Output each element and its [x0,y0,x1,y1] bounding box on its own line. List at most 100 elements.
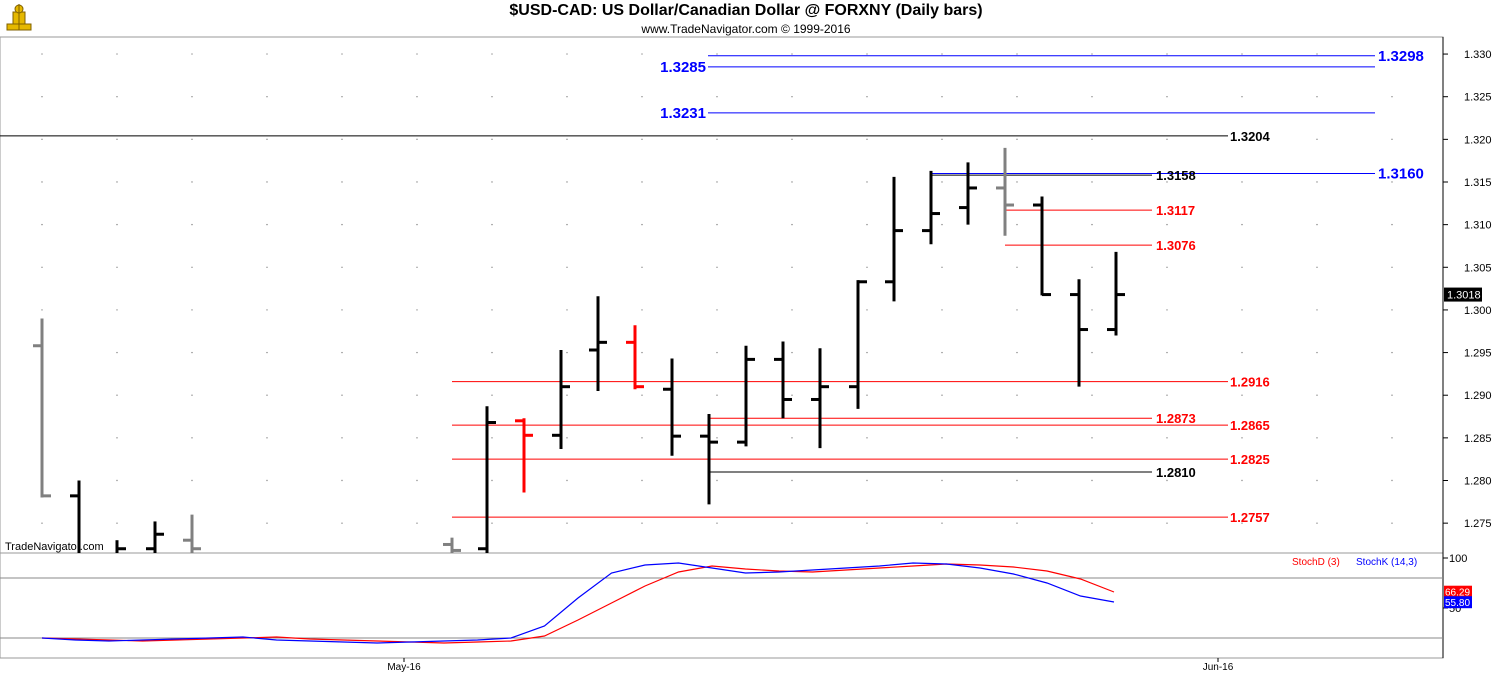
ohlc-bar [996,147,1014,236]
grid-dot [1316,223,1318,226]
grid-dot [491,53,493,55]
level-label: 1.3204 [1230,129,1271,144]
chart-subtitle: www.TradeNavigator.com © 1999-2016 [641,22,851,36]
ohlc-bar [589,296,607,391]
grid-dot [416,479,418,482]
grid-dot [1091,394,1093,396]
grid-dot [1166,394,1168,396]
grid-dot [1091,522,1093,524]
level-label: 1.3231 [660,105,706,122]
legend-stochk: StochK (14,3) [1356,557,1417,568]
grid-dot [416,437,418,439]
grid-dot [1091,309,1093,311]
grid-dot [941,479,943,482]
grid-dot [1241,138,1243,141]
grid-dot [1316,437,1318,439]
grid-dot [566,266,568,268]
stoch-series-line [41,562,1115,644]
indicator-panel-frame [0,552,1444,659]
grid-dot [866,479,868,482]
grid-dot [491,351,493,354]
grid-dot [941,351,943,354]
grid-dot [866,138,868,141]
ohlc-bar [515,418,533,493]
grid-dot [941,53,943,55]
ohlc-bar [33,318,51,498]
grid-dot [1166,223,1168,226]
grid-dot [266,522,268,524]
ohlc-bar [1070,279,1088,387]
grid-dot [41,138,43,141]
grid-dot [491,266,493,268]
grid-dot [791,351,793,354]
grid-dot [191,309,193,311]
grid-dot [116,96,118,98]
grid-dot [941,309,943,311]
price-tick-label: 1.2800 [1464,476,1492,488]
level-label: 1.2873 [1156,411,1196,426]
price-tick-label: 1.3150 [1464,177,1492,189]
grid-dot [116,223,118,226]
level-label: 1.3117 [1156,203,1195,218]
grid-dot [791,266,793,268]
grid-dot [416,266,418,268]
grid-dot [716,351,718,354]
grid-dot [341,351,343,354]
grid-dot [341,96,343,98]
grid-dot [1316,394,1318,396]
grid-dot [716,53,718,55]
grid-dot [1316,479,1318,482]
grid-dot [191,223,193,226]
grid-dot [191,266,193,268]
grid-dot [116,53,118,55]
grid-dot [1016,181,1018,183]
grid-dot [1091,138,1093,141]
stochk-value-box [1444,596,1472,609]
ohlc-bar [478,406,496,553]
grid-dot [1016,394,1018,396]
grid-dot [341,53,343,55]
grid-dot [1091,479,1093,482]
grid-dot [1391,351,1393,354]
last-price-label: 1.3018 [1447,290,1481,302]
grid-dot [1241,394,1243,396]
ohlc-bar [774,341,792,419]
grid-dot [566,309,568,311]
grid-dot [866,96,868,98]
watermark: TradeNavigator.com [5,541,104,553]
grid-dot [341,309,343,311]
grid-dot [266,53,268,55]
ohlc-bar [1107,251,1125,336]
level-label: 1.2757 [1230,510,1270,525]
grid-dot [641,266,643,268]
price-panel-frame [0,36,1444,554]
grid-dot [1241,96,1243,98]
time-label: May-16 [387,662,421,673]
ohlc-bar [700,413,718,505]
grid-dot [491,223,493,226]
grid-dot [266,181,268,183]
price-tick-label: 1.3000 [1464,305,1492,317]
grid-dot [641,181,643,183]
grid-dot [1391,96,1393,98]
grid-dot [791,479,793,482]
grid-dot [866,437,868,439]
grid-dot [1316,522,1318,524]
grid-dot [491,96,493,98]
grid-dot [791,437,793,439]
grid-dot [416,53,418,55]
grid-dot [1166,96,1168,98]
grid-dot [641,479,643,482]
grid-dot [566,53,568,55]
grid-dot [1391,394,1393,396]
grid-dot [641,351,643,354]
grid-dot [1016,351,1018,354]
grid-dot [341,138,343,141]
grid-dot [116,181,118,183]
grid-dot [641,53,643,55]
grid-dot [1316,266,1318,268]
grid-dot [1091,181,1093,183]
grid-dot [1391,181,1393,183]
grid-dot [866,266,868,268]
grid-dot [716,479,718,482]
